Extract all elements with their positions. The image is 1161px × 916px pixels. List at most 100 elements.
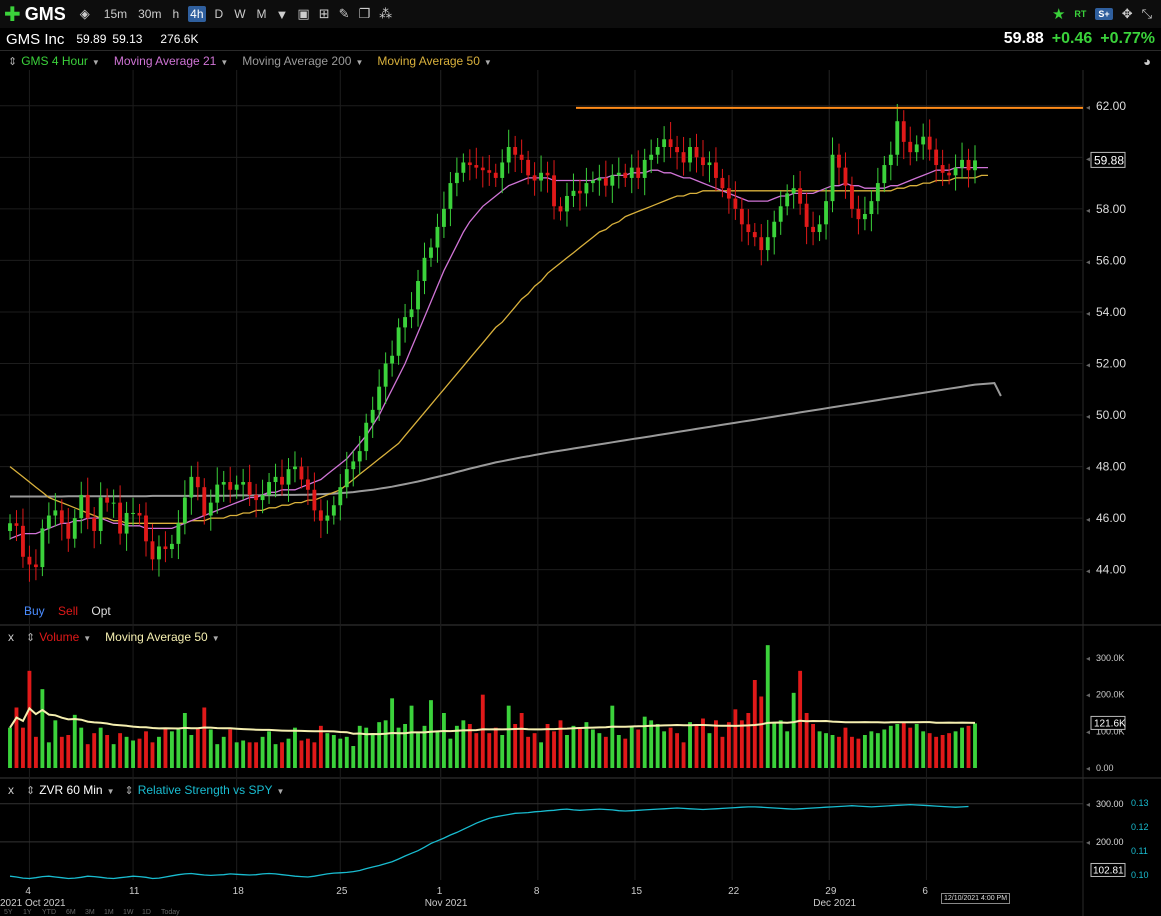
candle-body [759, 237, 764, 251]
zoom-range-button[interactable]: 5Y [4, 909, 13, 916]
palette-icon[interactable]: ◕ [1143, 53, 1151, 69]
zoom-range-button[interactable]: 3M [85, 909, 95, 916]
volume-bar [254, 742, 259, 768]
volume-bar [8, 727, 12, 768]
candle-body [875, 183, 880, 202]
timeframe-15m[interactable]: 15m [103, 7, 128, 21]
legend-series[interactable]: GMS 4 Hour ▼ [21, 54, 100, 68]
ticker-symbol[interactable]: GMS [24, 3, 66, 24]
candle-body [325, 515, 330, 521]
volume-bar [921, 731, 926, 768]
rs-label[interactable]: Relative Strength vs SPY ▼ [137, 783, 285, 797]
volume-bar [27, 670, 32, 768]
candle-body [234, 484, 239, 490]
share-icon[interactable]: ⁂ [379, 6, 393, 21]
tick-mark-icon: ◂ [1086, 257, 1090, 266]
volume-bar [545, 724, 550, 768]
s-plus-icon[interactable]: S+ [1095, 8, 1113, 20]
candle-body [642, 159, 647, 178]
zoom-range-button[interactable]: 1M [104, 909, 114, 916]
timeframe-30m[interactable]: 30m [138, 7, 162, 21]
indicator-legend: ⇕ GMS 4 Hour ▼ Moving Average 21 ▼ Moving … [0, 50, 1161, 71]
rs-drag-icon[interactable]: ⇕ [26, 784, 36, 797]
candle-body [707, 162, 712, 166]
volume-bar [370, 733, 375, 768]
candle-body [934, 149, 939, 166]
zoom-range-button[interactable]: 1D [142, 909, 151, 916]
timeframe-4h[interactable]: 4h [188, 6, 206, 22]
candle-body [46, 515, 51, 529]
star-icon[interactable]: ★ [1051, 6, 1066, 23]
timestamp-label: 12/10/2021 4:00 PM [941, 893, 1011, 904]
opt-button[interactable]: Opt [91, 604, 111, 618]
zoom-range-button[interactable]: Today [161, 909, 180, 916]
candle-body [545, 172, 550, 176]
volume-bar [765, 645, 770, 768]
rt-badge-icon[interactable]: RT [1074, 9, 1087, 19]
rs-right-label: 0.10 [1131, 870, 1149, 880]
timeframe-D[interactable]: D [214, 7, 224, 21]
legend-ma21[interactable]: Moving Average 21 ▼ [113, 54, 229, 68]
indicator-add-icon[interactable]: ⊞ [318, 6, 330, 21]
timeframe-M[interactable]: M [256, 7, 267, 21]
layers-icon[interactable]: ❐ [358, 6, 371, 21]
candle-body [539, 172, 544, 181]
volume-bar [286, 738, 291, 768]
rs-close-icon[interactable]: x [8, 783, 14, 797]
volume-bar [267, 731, 271, 768]
timeframe-h[interactable]: h [172, 7, 180, 21]
candle-body [603, 177, 608, 186]
candle-body [675, 147, 680, 153]
price-chart[interactable]: 62.00 ◂ 6 0.00 ◂ 58.00 ◂ 56.00 ◂ 54.00 ◂ 52.00 ◂ 50.0… [0, 70, 1161, 916]
move-icon[interactable]: ✥ [1121, 6, 1133, 21]
candle-body [571, 190, 576, 196]
add-symbol-icon[interactable]: ✚ [4, 3, 21, 26]
time-tick-label: 18 [233, 886, 245, 897]
zoom-range-button[interactable]: YTD [42, 909, 56, 916]
volume-bar [772, 722, 777, 768]
price-tick-label: 48.00 [1096, 460, 1126, 474]
candle-body [131, 512, 135, 514]
candle-body [882, 165, 887, 184]
volume-bar [493, 727, 498, 768]
legend-ma50[interactable]: Moving Average 50 ▼ [377, 54, 492, 68]
volume-ma-label[interactable]: Moving Average 50 ▼ [105, 630, 220, 644]
volume-bar [202, 707, 207, 768]
broadcast-icon[interactable]: ◈ [79, 6, 90, 21]
timeframe-W[interactable]: W [234, 7, 246, 21]
volume-bar [33, 736, 38, 768]
ma200-path [10, 382, 1002, 498]
volume-bar [578, 727, 582, 768]
rs-drag2-icon[interactable]: ⇕ [124, 784, 134, 797]
time-tick-label: 2021 Oct 2021 [0, 898, 66, 909]
candle-body [79, 494, 84, 519]
zoom-range-button[interactable]: 6M [66, 909, 76, 916]
expand-icon[interactable]: ⤡ [1141, 6, 1152, 21]
legend-drag-icon[interactable]: ⇕ [8, 55, 18, 68]
volume-bar [901, 722, 906, 768]
volume-bar [584, 722, 589, 768]
volume-close-icon[interactable]: x [8, 630, 14, 644]
draw-pencil-icon[interactable]: ✎ [338, 6, 350, 21]
candle-body [202, 487, 207, 516]
time-tick-label: 11 [129, 886, 140, 897]
candle-body [837, 154, 841, 168]
candle-body [914, 144, 919, 153]
volume-label[interactable]: Volume ▼ [39, 630, 92, 644]
timeframe-dropdown-icon[interactable]: ▼ [275, 6, 289, 22]
zoom-range-button[interactable]: 1Y [23, 909, 32, 916]
quote-volume: 276.6K [160, 32, 199, 46]
candle-body [111, 502, 116, 504]
volume-bar [785, 731, 790, 768]
candle-body [526, 159, 531, 176]
candle-body [422, 257, 427, 282]
volume-bar [914, 724, 919, 768]
chart-type-icon[interactable]: ▣ [297, 6, 310, 21]
volume-drag-icon[interactable]: ⇕ [26, 631, 36, 644]
candle-body [817, 224, 822, 233]
legend-ma200[interactable]: Moving Average 200 ▼ [242, 54, 364, 68]
zoom-range-button[interactable]: 1W [123, 909, 134, 916]
sell-button[interactable]: Sell [58, 604, 79, 618]
buy-button[interactable]: Buy [24, 604, 45, 618]
zvr-label[interactable]: ZVR 60 Min ▼ [39, 783, 115, 797]
